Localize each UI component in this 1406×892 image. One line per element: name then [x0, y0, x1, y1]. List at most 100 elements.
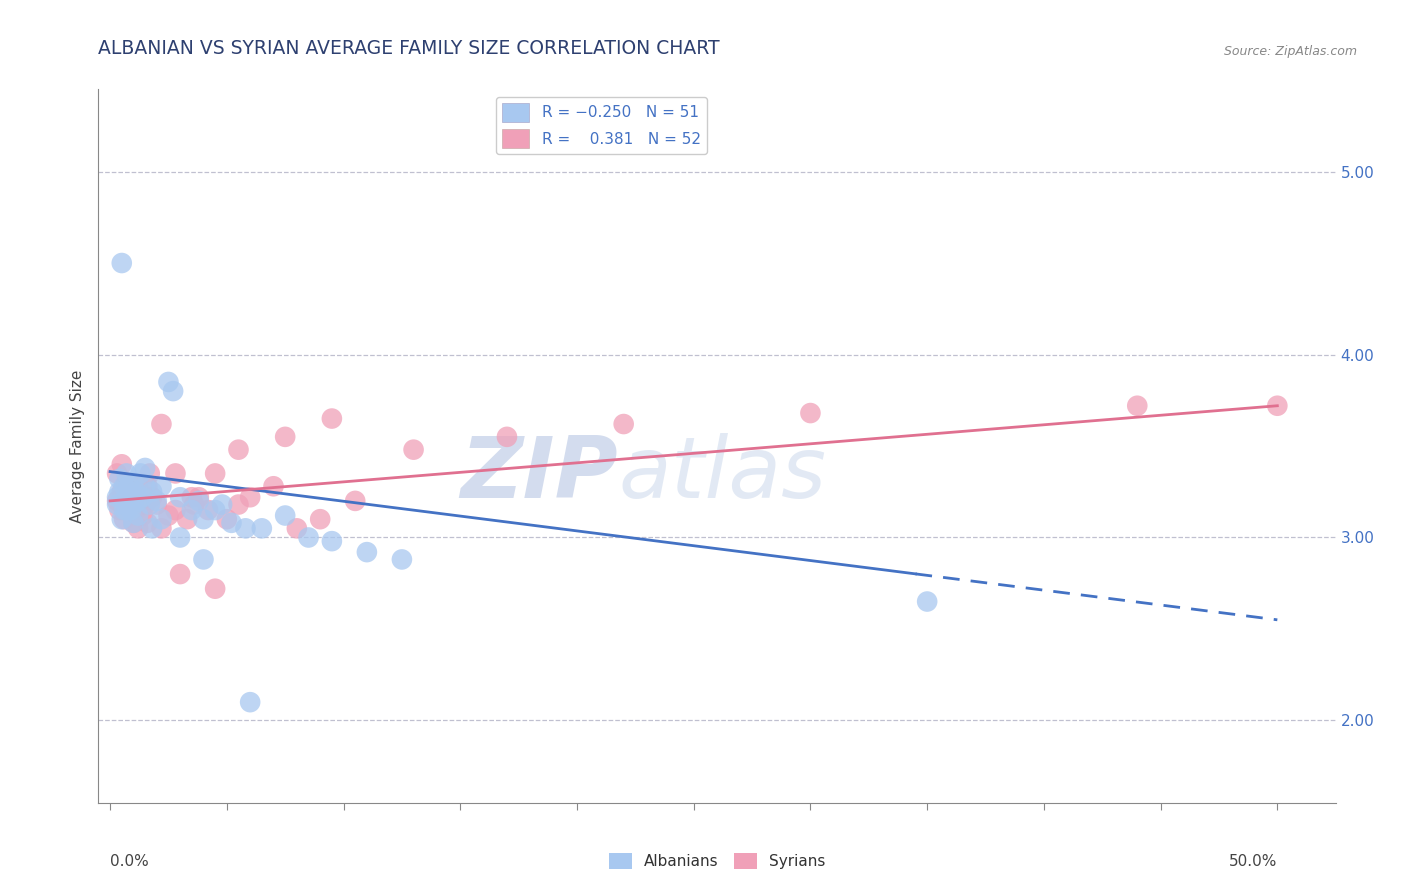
Point [239, 490, 262, 504]
Point [115, 475, 138, 490]
Point [183, 498, 205, 512]
Point [204, 503, 226, 517]
Point [1265, 399, 1288, 413]
Point [613, 417, 636, 431]
Point [120, 479, 142, 493]
Text: ALBANIAN VS SYRIAN AVERAGE FAMILY SIZE CORRELATION CHART: ALBANIAN VS SYRIAN AVERAGE FAMILY SIZE C… [98, 39, 720, 58]
Point [129, 467, 152, 481]
Point [111, 458, 134, 472]
Point [321, 534, 343, 549]
Point [274, 508, 297, 523]
Point [204, 467, 226, 481]
Point [125, 503, 148, 517]
Point [169, 567, 191, 582]
Point [118, 498, 141, 512]
Point [344, 494, 367, 508]
Point [391, 552, 413, 566]
Point [165, 467, 187, 481]
Point [122, 475, 145, 490]
Point [356, 545, 378, 559]
Point [250, 521, 273, 535]
Point [118, 479, 141, 493]
Point [221, 516, 243, 530]
Point [136, 479, 159, 493]
Point [169, 490, 191, 504]
Point [141, 490, 163, 504]
Point [915, 594, 938, 608]
Text: ZIP: ZIP [460, 433, 619, 516]
Legend: R = −0.250   N = 51, R =    0.381   N = 52: R = −0.250 N = 51, R = 0.381 N = 52 [496, 97, 707, 154]
Point [146, 494, 169, 508]
Point [215, 512, 238, 526]
Legend: Albanians, Syrians: Albanians, Syrians [603, 847, 831, 875]
Point [150, 512, 173, 526]
Point [321, 411, 343, 425]
Point [108, 503, 131, 517]
Point [112, 503, 135, 517]
Point [496, 430, 519, 444]
Point [139, 498, 162, 512]
Point [157, 508, 180, 523]
Point [263, 479, 285, 493]
Point [402, 442, 425, 457]
Point [309, 512, 332, 526]
Text: 0.0%: 0.0% [110, 854, 149, 869]
Point [193, 552, 215, 566]
Point [197, 503, 219, 517]
Point [146, 498, 169, 512]
Point [187, 490, 209, 504]
Point [193, 512, 215, 526]
Point [112, 494, 135, 508]
Point [134, 479, 156, 493]
Point [134, 498, 156, 512]
Point [105, 467, 128, 481]
Point [150, 521, 173, 535]
Point [122, 516, 145, 530]
Point [112, 512, 135, 526]
Point [239, 695, 262, 709]
Point [132, 490, 155, 504]
Point [127, 494, 149, 508]
Point [122, 498, 145, 512]
Point [150, 417, 173, 431]
Point [115, 498, 138, 512]
Point [150, 479, 173, 493]
Point [165, 503, 187, 517]
Point [118, 490, 141, 504]
Point [115, 467, 138, 481]
Point [187, 494, 209, 508]
Point [176, 512, 198, 526]
Point [127, 508, 149, 523]
Point [129, 494, 152, 508]
Point [297, 531, 319, 545]
Point [162, 384, 184, 398]
Y-axis label: Average Family Size: Average Family Size [70, 369, 86, 523]
Point [115, 503, 138, 517]
Point [228, 442, 250, 457]
Point [125, 484, 148, 499]
Point [274, 430, 297, 444]
Point [169, 531, 191, 545]
Point [108, 472, 131, 486]
Point [111, 484, 134, 499]
Point [211, 498, 233, 512]
Point [108, 484, 131, 499]
Point [180, 503, 202, 517]
Point [122, 516, 145, 530]
Point [235, 521, 257, 535]
Point [285, 521, 308, 535]
Point [120, 503, 142, 517]
Point [228, 498, 250, 512]
Point [105, 490, 128, 504]
Text: 50.0%: 50.0% [1229, 854, 1277, 869]
Text: Source: ZipAtlas.com: Source: ZipAtlas.com [1223, 45, 1357, 58]
Point [105, 498, 128, 512]
Point [139, 467, 162, 481]
Point [141, 484, 163, 499]
Point [111, 256, 134, 270]
Point [180, 490, 202, 504]
Point [112, 479, 135, 493]
Point [141, 521, 163, 535]
Point [134, 461, 156, 475]
Text: atlas: atlas [619, 433, 827, 516]
